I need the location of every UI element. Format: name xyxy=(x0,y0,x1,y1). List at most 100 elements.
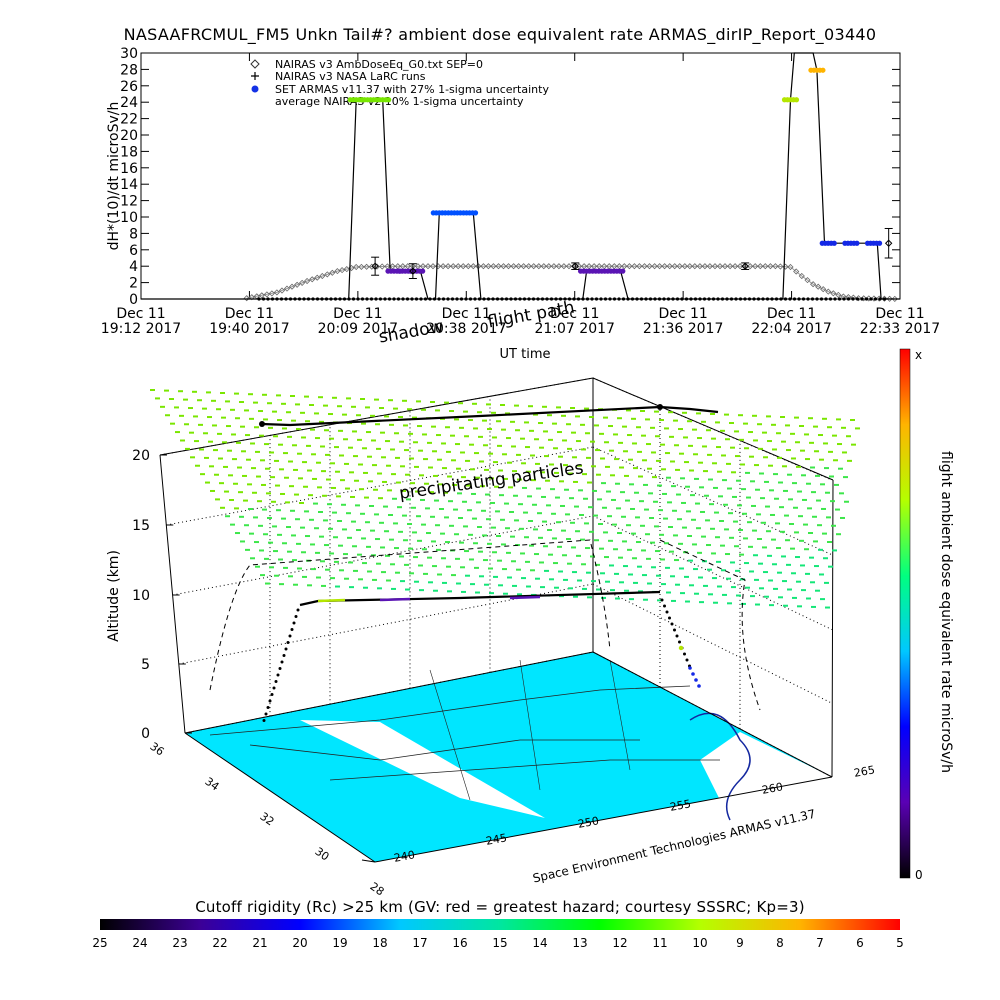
grid-line xyxy=(592,515,833,631)
dose-colorbar-title: flight ambient dose equivalent rate micr… xyxy=(938,451,954,773)
armas-zero-point xyxy=(311,297,315,301)
armas-zero-point xyxy=(572,297,576,301)
z-tick-label: 10 xyxy=(132,588,150,604)
armas-zero-point xyxy=(338,297,342,301)
armas-zero-point xyxy=(320,297,324,301)
ascent-point xyxy=(284,647,288,651)
armas-zero-point xyxy=(698,297,702,301)
nairas-point xyxy=(671,263,678,270)
y-tick-label: 14 xyxy=(120,177,138,193)
grid-line xyxy=(166,446,594,526)
armas-zero-point xyxy=(824,297,828,301)
nairas-point xyxy=(767,263,774,270)
nairas-point xyxy=(681,263,688,270)
nairas-point xyxy=(825,288,832,295)
ascent-point xyxy=(270,693,274,696)
dose-colorbar-top-label: x xyxy=(915,348,922,362)
armas-zero-point xyxy=(761,297,765,301)
lat-tick-label: 32 xyxy=(258,810,277,829)
nairas-point xyxy=(389,263,396,270)
armas-zero-point xyxy=(878,297,882,301)
armas-zero-point xyxy=(711,297,716,301)
armas-zero-point xyxy=(833,297,837,301)
z-axis-label: Altitude (km) xyxy=(106,550,122,642)
armas-zero-point xyxy=(266,297,270,301)
legend-label: NAIRAS v3 NASA LaRC runs xyxy=(275,70,426,83)
armas-zero-point xyxy=(621,297,626,301)
armas-point xyxy=(854,240,860,246)
floor-map xyxy=(185,652,832,862)
armas-zero-point xyxy=(477,297,482,301)
rigidity-tick-label: 6 xyxy=(856,936,864,950)
armas-zero-point xyxy=(450,297,455,301)
box-edge xyxy=(159,377,834,481)
armas-zero-point xyxy=(855,297,860,301)
descent-point xyxy=(668,616,671,620)
nairas-point xyxy=(465,263,472,270)
rigidity-tick-label: 13 xyxy=(572,936,587,950)
rigidity-tick-label: 8 xyxy=(776,936,784,950)
armas-zero-point xyxy=(819,297,824,301)
y-tick-label: 4 xyxy=(129,259,138,275)
nairas-point xyxy=(495,263,502,270)
armas-line xyxy=(141,52,900,300)
ascent-point xyxy=(272,686,276,690)
nairas-point xyxy=(363,263,370,270)
rigidity-tick-label: 9 xyxy=(736,936,744,950)
armas-zero-point xyxy=(675,297,680,301)
armas-zero-point xyxy=(419,297,423,301)
nairas-point xyxy=(560,263,567,270)
lat-tick-label: 36 xyxy=(148,740,167,759)
armas-zero-point xyxy=(405,297,410,301)
armas-point xyxy=(620,268,626,274)
armas-zero-point xyxy=(666,297,671,301)
armas-zero-point xyxy=(558,297,563,301)
armas-zero-point xyxy=(639,297,644,301)
legend-plus-icon xyxy=(251,72,259,80)
nairas-point xyxy=(706,263,713,270)
y-tick-label: 6 xyxy=(129,243,138,259)
descent-color-point xyxy=(678,645,684,651)
nairas-point xyxy=(294,281,301,288)
y-tick-label: 24 xyxy=(120,95,138,111)
nairas-point xyxy=(732,263,739,270)
armas-zero-point xyxy=(585,297,590,301)
nairas-point xyxy=(460,263,467,270)
rigidity-colorbar-title: Cutoff rigidity (Rc) >25 km (GV: red = g… xyxy=(195,898,805,916)
ascent-point xyxy=(266,706,270,709)
dose-colorbar xyxy=(899,348,911,879)
descent-point xyxy=(670,622,674,626)
lon-tick-label: 250 xyxy=(577,814,600,830)
armas-zero-point xyxy=(549,297,554,301)
rigidity-tick-label: 5 xyxy=(896,936,904,950)
armas-zero-point xyxy=(797,297,801,301)
armas-zero-point xyxy=(455,297,459,301)
nairas-point xyxy=(329,269,336,276)
armas-zero-point xyxy=(738,297,743,301)
nairas-point xyxy=(540,263,547,270)
nairas-point xyxy=(258,292,265,299)
lon-tick-label: 265 xyxy=(853,763,876,779)
y-tick-label: 12 xyxy=(120,194,138,210)
nairas-point xyxy=(324,271,331,278)
armas-zero-point xyxy=(837,297,842,301)
ascent-point xyxy=(268,699,272,703)
nairas-point xyxy=(379,263,386,270)
armas-zero-point xyxy=(806,297,810,301)
ascent-point xyxy=(264,712,268,716)
particle-cloud xyxy=(150,389,860,609)
armas-zero-point xyxy=(594,297,599,301)
nairas-line xyxy=(246,265,901,300)
armas-zero-point xyxy=(360,297,365,301)
armas-zero-point xyxy=(626,297,630,301)
armas-zero-point xyxy=(734,297,738,301)
armas-zero-point xyxy=(504,297,509,301)
descent-point xyxy=(685,658,689,662)
rigidity-tick-label: 7 xyxy=(816,936,824,950)
armas-zero-point xyxy=(846,297,851,301)
grid-line xyxy=(592,651,833,778)
armas-zero-point xyxy=(518,297,522,301)
nairas-point xyxy=(777,263,784,270)
armas-zero-point xyxy=(860,297,864,301)
nairas-point xyxy=(470,263,477,270)
